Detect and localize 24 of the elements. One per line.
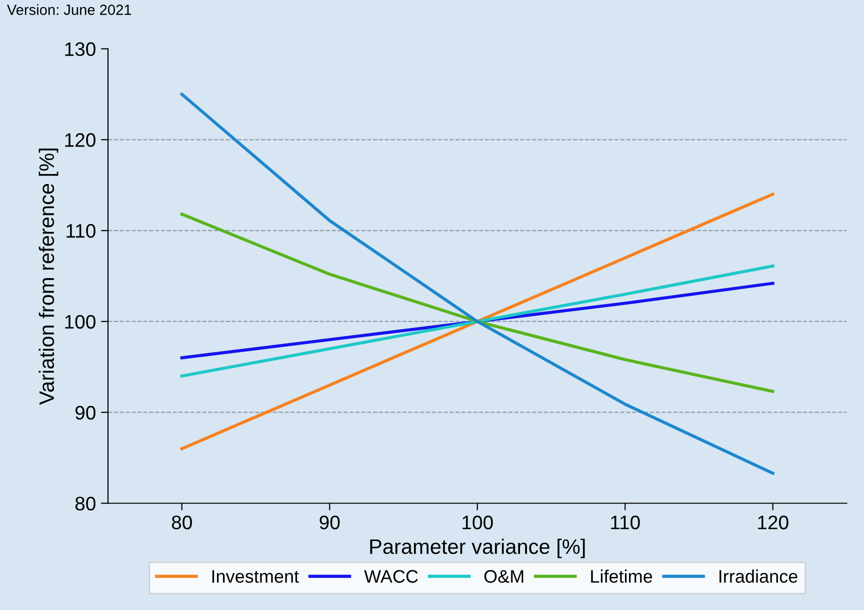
legend-label: Lifetime [591, 570, 652, 583]
y-tick-label: 110 [66, 224, 96, 238]
y-tick-label: 80 [75, 496, 96, 510]
x-tick-label: 80 [172, 516, 192, 530]
text: Version: June 2021 [6, 4, 132, 15]
x-tick-label: 100 [462, 516, 493, 530]
line-series [180, 212, 774, 393]
line-series [180, 282, 774, 360]
y-tick-label: 130 [65, 42, 96, 56]
line-series [180, 264, 774, 378]
legend-label: O&M [484, 570, 524, 583]
legend-label: Investment [212, 570, 299, 583]
line-series [180, 92, 774, 475]
y-axis-title: Variation from reference [%] [38, 148, 58, 405]
legend-label: WACC [364, 570, 418, 583]
x-tick-label: 120 [758, 516, 788, 530]
y-tick-label: 120 [65, 133, 96, 147]
x-tick-label: 90 [320, 516, 340, 530]
x-tick-label: 110 [611, 516, 640, 530]
y-tick-label: 100 [65, 314, 96, 329]
line-series [180, 192, 774, 450]
legend-label: Irradiance [720, 570, 798, 583]
x-axis-title: Parameter variance [%] [370, 538, 585, 558]
y-tick-label: 90 [75, 406, 96, 420]
